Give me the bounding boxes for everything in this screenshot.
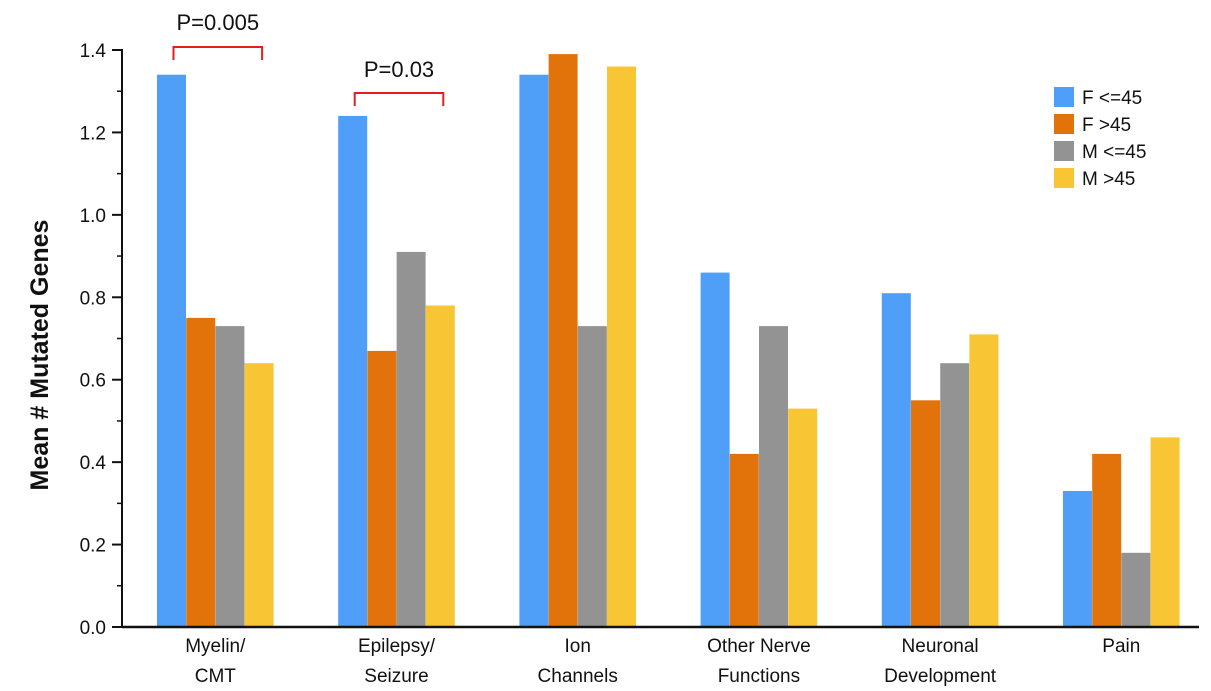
legend-label: F <=45: [1082, 88, 1142, 109]
x-tick-label: Epilepsy/: [358, 636, 436, 657]
axes-layer: [121, 49, 1199, 629]
legend-swatch: [1054, 168, 1074, 188]
annotations: P=0.005 P=0.03: [172, 10, 445, 106]
legend-swatch: [1054, 141, 1074, 161]
x-tick-label: Functions: [718, 666, 800, 687]
bar: [425, 305, 455, 627]
x-tick-label: Other Nerve: [707, 636, 810, 657]
bar: [788, 408, 818, 627]
legend-swatch: [1054, 114, 1074, 134]
y-tick-label: 0.6: [80, 371, 106, 392]
bar: [881, 293, 911, 627]
bar: [338, 115, 368, 628]
bar: [969, 334, 999, 627]
significance-bracket: [172, 46, 264, 60]
y-tick-label: 1.2: [80, 123, 106, 144]
bar: [577, 326, 607, 627]
bar: [396, 251, 426, 627]
bar: [729, 453, 759, 627]
x-tick-label: Pain: [1102, 636, 1140, 657]
bar: [700, 272, 730, 627]
y-tick-label: 0.4: [80, 453, 107, 474]
legend-swatch: [1054, 87, 1074, 107]
bar: [519, 74, 549, 627]
bar: [1150, 437, 1180, 627]
bar: [244, 363, 274, 627]
y-tick-label: 1.4: [80, 41, 107, 62]
x-tick-label: Channels: [538, 666, 618, 687]
bar: [607, 66, 636, 627]
bar: [911, 400, 940, 627]
y-tick-label: 0.8: [80, 288, 106, 309]
legend-label: M <=45: [1082, 142, 1146, 163]
bar: [1092, 453, 1122, 627]
x-tick-label: CMT: [195, 666, 237, 687]
x-tick-label: Neuronal: [902, 636, 979, 657]
y-tick-label: 0.2: [80, 536, 106, 557]
bar: [759, 326, 788, 627]
y-tick-label: 1.0: [80, 206, 106, 227]
p-value-label: P=0.03: [364, 57, 434, 82]
legend: F <=45 F >45 M <=45 M >45: [1054, 87, 1146, 190]
bar: [186, 317, 216, 627]
p-value-label: P=0.005: [177, 10, 260, 35]
significance-bracket: [353, 92, 445, 106]
x-tick-label: Seizure: [364, 666, 428, 687]
bar: [1121, 552, 1151, 627]
y-axis-label: Mean # Mutated Genes: [26, 220, 54, 491]
bar: [548, 54, 578, 628]
y-tick-label: 0.0: [80, 618, 106, 639]
legend-label: M >45: [1082, 169, 1135, 190]
bar: [367, 350, 397, 627]
bar: [1063, 491, 1092, 627]
legend-label: F >45: [1082, 115, 1131, 136]
bar: [157, 74, 186, 627]
bar: [215, 326, 245, 627]
x-tick-label: Development: [884, 666, 997, 687]
bar: [940, 363, 970, 627]
x-tick-label: Myelin/: [185, 636, 246, 657]
x-tick-labels: Myelin/CMT Epilepsy/Seizure Ion Channels Oth…: [185, 636, 1140, 687]
bars-layer: [157, 54, 1180, 628]
y-ticks: 0.0 0.2 0.4 0.6 0.8 1.0 1.2 1.4: [80, 41, 122, 639]
x-tick-label: Ion: [564, 636, 590, 657]
